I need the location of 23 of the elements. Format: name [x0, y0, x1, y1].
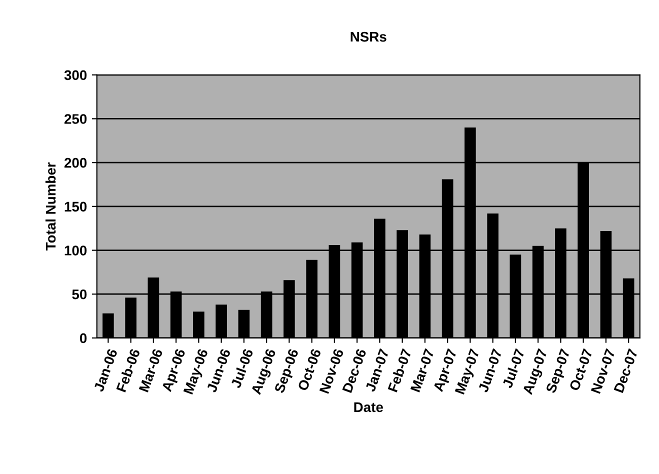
y-tick-label: 200	[64, 158, 87, 168]
y-axis-title: Total Number	[45, 162, 56, 251]
x-tick-label: Jan-07	[365, 348, 390, 392]
x-tick-label: Jun-06	[206, 348, 231, 394]
y-tick-label: 250	[64, 114, 87, 124]
y-tick-label: 50	[72, 289, 87, 300]
y-tick-label: 100	[64, 246, 87, 256]
x-tick-label: Jul-06	[230, 348, 254, 389]
x-tick-label: Dec-07	[614, 348, 638, 394]
x-tick-label: Nov-07	[590, 348, 616, 394]
x-tick-label: Mar-07	[410, 348, 434, 392]
x-tick-label: Mar-06	[138, 348, 163, 392]
x-axis-title: Date	[354, 402, 383, 412]
x-tick-label: Jan-06	[94, 348, 118, 392]
y-tick-label: 150	[64, 202, 87, 212]
x-tick-label: Nov-06	[319, 348, 344, 394]
x-tick-label: Feb-07	[387, 348, 412, 392]
x-tick-label: Feb-06	[116, 348, 140, 392]
chart-title: NSRs	[350, 32, 386, 42]
x-tick-label: Jun-07	[478, 348, 502, 394]
y-tick-label: 300	[64, 70, 87, 80]
y-tick-label: 0	[80, 333, 87, 344]
x-tick-label: Jul-07	[502, 348, 525, 389]
